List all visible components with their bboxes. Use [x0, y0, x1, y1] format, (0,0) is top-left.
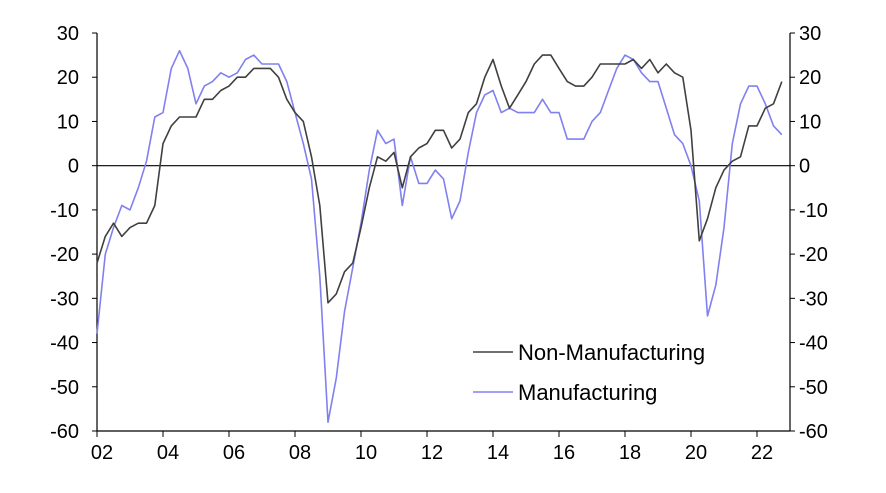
- left-y-tick-label: 0: [68, 156, 79, 178]
- x-tick-label: 10: [355, 442, 377, 464]
- x-tick-label: 12: [421, 442, 443, 464]
- series-line-manufacturing: [96, 49, 783, 424]
- right-y-tick-label: -10: [799, 200, 828, 222]
- x-tick-label: 02: [91, 442, 113, 464]
- right-y-tick-label: 0: [799, 156, 810, 178]
- x-axis-ticks: 02 04 06 08 10 12 14 16 18 20 22: [91, 431, 773, 464]
- left-y-tick-label: 30: [57, 23, 79, 45]
- plot-frame: [96, 33, 791, 432]
- left-y-tick-label: -20: [50, 244, 79, 266]
- right-y-axis-ticks: 30 20 10 0 -10 -20 -30 -40 -50 -60: [790, 23, 828, 443]
- left-y-axis-ticks: 30 20 10 0 -10 -20 -30 -40 -50 -60: [50, 23, 97, 443]
- right-y-tick-label: -60: [799, 421, 828, 443]
- series-layer: [96, 49, 783, 424]
- x-tick-label: 16: [553, 442, 575, 464]
- left-y-tick-label: 20: [57, 67, 79, 89]
- x-tick-label: 08: [289, 442, 311, 464]
- legend: Non-Manufacturing Manufacturing: [473, 340, 705, 405]
- left-y-tick-label: -40: [50, 333, 79, 355]
- left-y-tick-label: 10: [57, 111, 79, 133]
- right-y-tick-label: -50: [799, 377, 828, 399]
- right-y-tick-label: -40: [799, 333, 828, 355]
- left-y-tick-label: -50: [50, 377, 79, 399]
- right-y-tick-label: -30: [799, 288, 828, 310]
- legend-label-non-manufacturing: Non-Manufacturing: [518, 340, 705, 365]
- x-tick-label: 18: [619, 442, 641, 464]
- left-y-tick-label: -60: [50, 421, 79, 443]
- right-y-tick-label: 20: [799, 67, 821, 89]
- x-tick-label: 20: [685, 442, 707, 464]
- left-y-tick-label: -10: [50, 200, 79, 222]
- legend-label-manufacturing: Manufacturing: [518, 380, 657, 405]
- left-y-tick-label: -30: [50, 288, 79, 310]
- right-y-tick-label: 30: [799, 23, 821, 45]
- right-y-tick-label: -20: [799, 244, 828, 266]
- right-y-tick-label: 10: [799, 111, 821, 133]
- x-tick-label: 22: [751, 442, 773, 464]
- x-tick-label: 04: [157, 442, 179, 464]
- x-tick-label: 14: [487, 442, 509, 464]
- series-line-non-manufacturing: [96, 54, 783, 304]
- x-tick-label: 06: [223, 442, 245, 464]
